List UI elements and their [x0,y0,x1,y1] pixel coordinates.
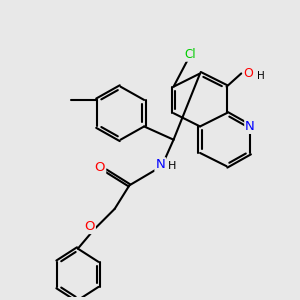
Text: O: O [95,161,105,174]
Text: H: H [256,71,264,81]
Text: N: N [245,120,255,133]
Text: N: N [155,158,165,171]
Text: Cl: Cl [184,48,196,61]
Text: O: O [244,67,254,80]
Text: H: H [168,161,176,171]
Text: O: O [84,220,95,233]
